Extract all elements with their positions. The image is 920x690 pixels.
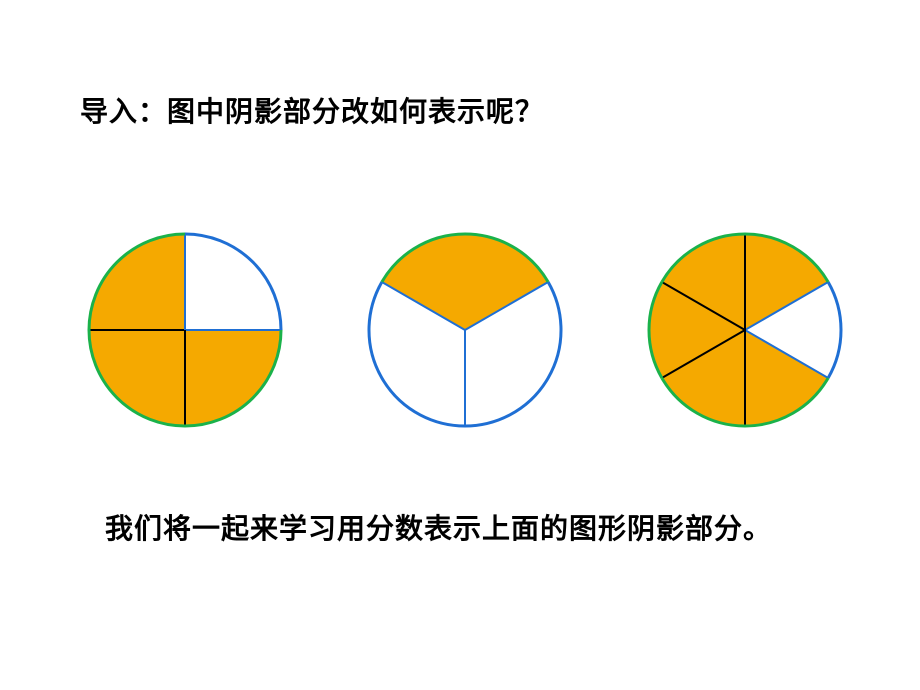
page-heading: 导入：图中阴影部分改如何表示呢？ [80,90,544,130]
pie-chart-2 [365,230,565,430]
pie-chart-1 [85,230,285,430]
page-subtext: 我们将一起来学习用分数表示上面的图形阴影部分。 [105,510,785,549]
pie-chart-3 [645,230,845,430]
pie-charts-row [85,230,845,430]
